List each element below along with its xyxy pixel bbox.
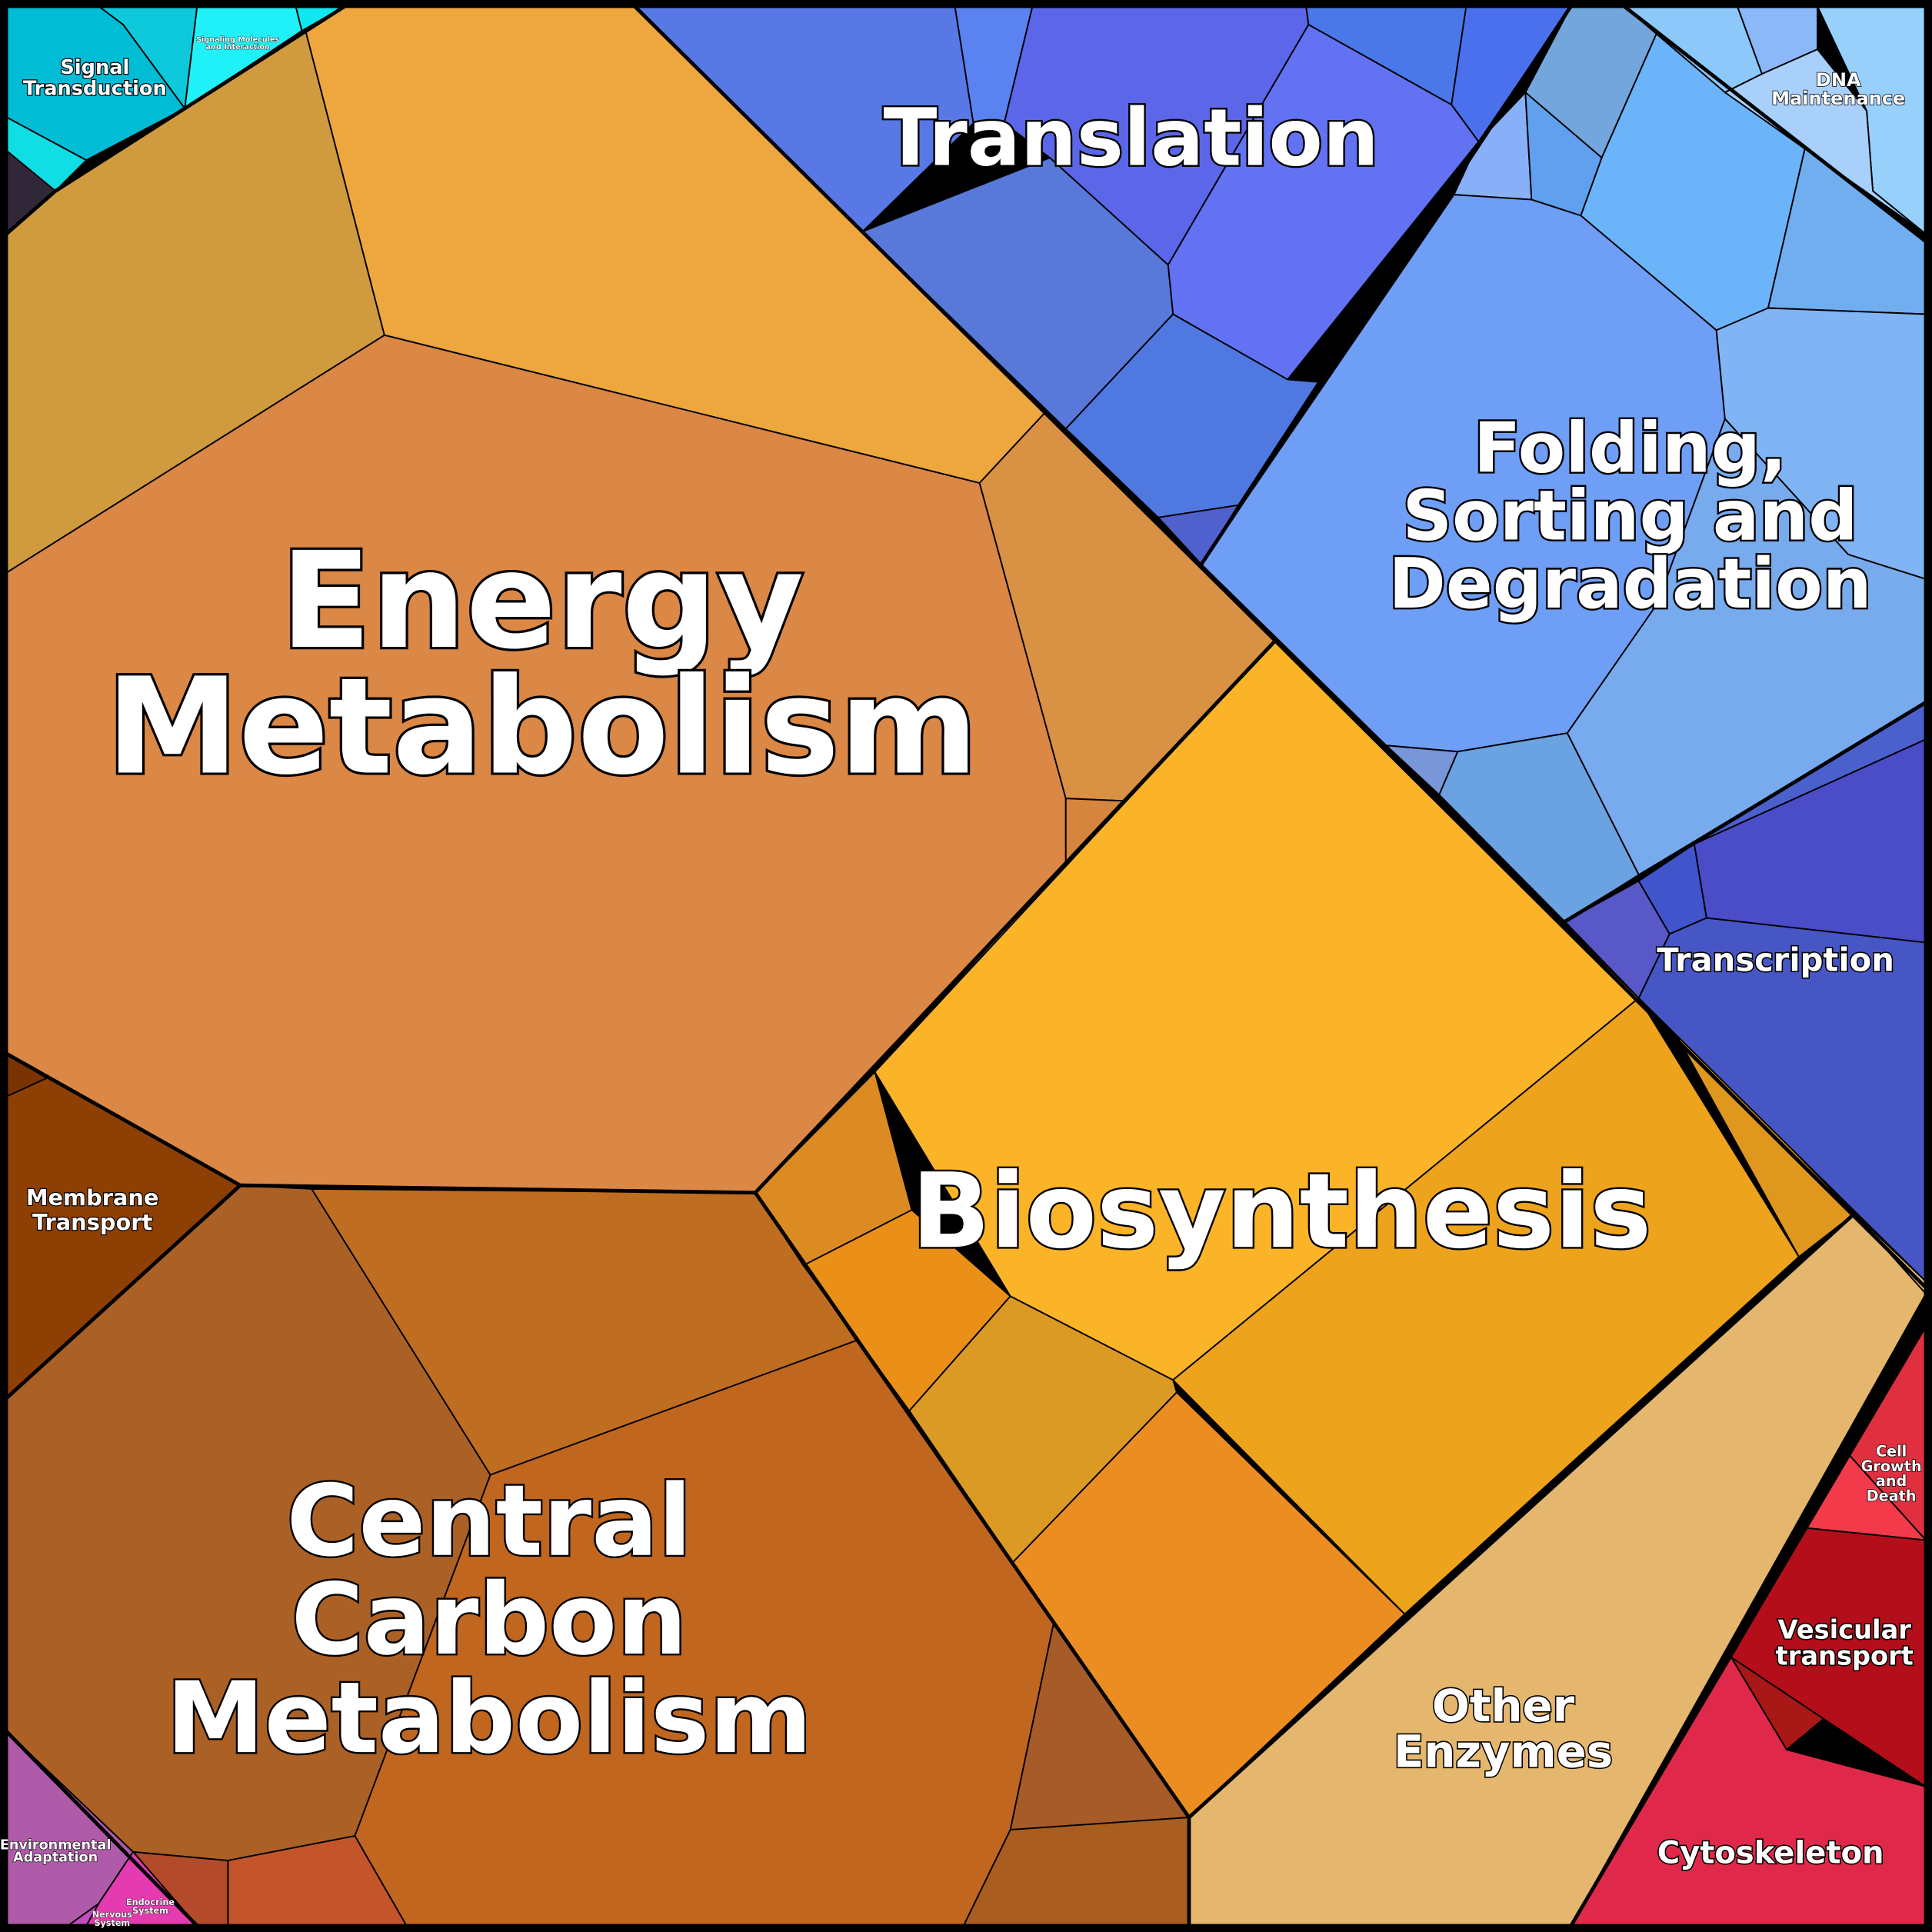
- category-border: [1274, 639, 1927, 1289]
- category-label: transport: [1776, 1641, 1914, 1671]
- category-label: Death: [1867, 1487, 1917, 1504]
- category-border: [1564, 701, 1927, 924]
- category-label: Transduction: [23, 77, 167, 100]
- category-label: Maintenance: [1771, 88, 1905, 109]
- category-label: and: [1876, 1472, 1907, 1490]
- category-label: Metabolism: [166, 1661, 812, 1776]
- category-label: Cytoskeleton: [1657, 1835, 1884, 1870]
- cells: [5, 5, 1927, 1927]
- category-label: Vesicular: [1778, 1615, 1912, 1645]
- category-label: Central: [286, 1464, 691, 1579]
- labels: EnergyMetabolismBiosynthesisCentralCarbo…: [0, 35, 1922, 1928]
- category-border: [5, 1051, 242, 1401]
- category-label: Signal: [60, 56, 129, 79]
- category-label: DNA: [1816, 69, 1861, 91]
- category-label: Transcription: [1657, 941, 1894, 978]
- category-border: [1188, 1212, 1856, 1819]
- category-label: Sorting and: [1402, 477, 1857, 557]
- category-label: and Interaction: [206, 43, 270, 52]
- category-label: Endocrine: [126, 1897, 175, 1907]
- category-border: [1569, 1323, 1928, 1927]
- category-label: Translation: [884, 93, 1379, 185]
- category-label: System: [132, 1906, 168, 1916]
- category-label: System: [94, 1918, 130, 1928]
- cell: [1637, 917, 1927, 1283]
- category-label: Carbon: [291, 1563, 688, 1677]
- category-label: Nervous: [92, 1910, 132, 1920]
- category-label: Membrane: [26, 1184, 159, 1211]
- category-border: [5, 1730, 199, 1927]
- category-label: Enzymes: [1394, 1725, 1613, 1777]
- category-border: [240, 1183, 756, 1195]
- category-border: [1623, 5, 1927, 243]
- category-label: Other: [1432, 1680, 1575, 1732]
- category-label: Growth: [1861, 1457, 1922, 1475]
- category-label: Signaling Molecules: [196, 35, 279, 44]
- cell: [1385, 744, 1459, 796]
- category-label: Metabolism: [106, 648, 978, 804]
- category-label: Cell: [1876, 1443, 1907, 1461]
- category-border: [1199, 5, 1573, 566]
- category-label: Transport: [32, 1209, 153, 1235]
- category-label: Energy: [281, 523, 804, 678]
- category-label: Environmental: [0, 1838, 111, 1854]
- category-label: Degradation: [1388, 545, 1871, 625]
- cell: [861, 157, 1174, 430]
- category-label: Biosynthesis: [911, 1151, 1651, 1271]
- category-label: Adaptation: [13, 1850, 98, 1866]
- category-label: Folding,: [1474, 409, 1787, 489]
